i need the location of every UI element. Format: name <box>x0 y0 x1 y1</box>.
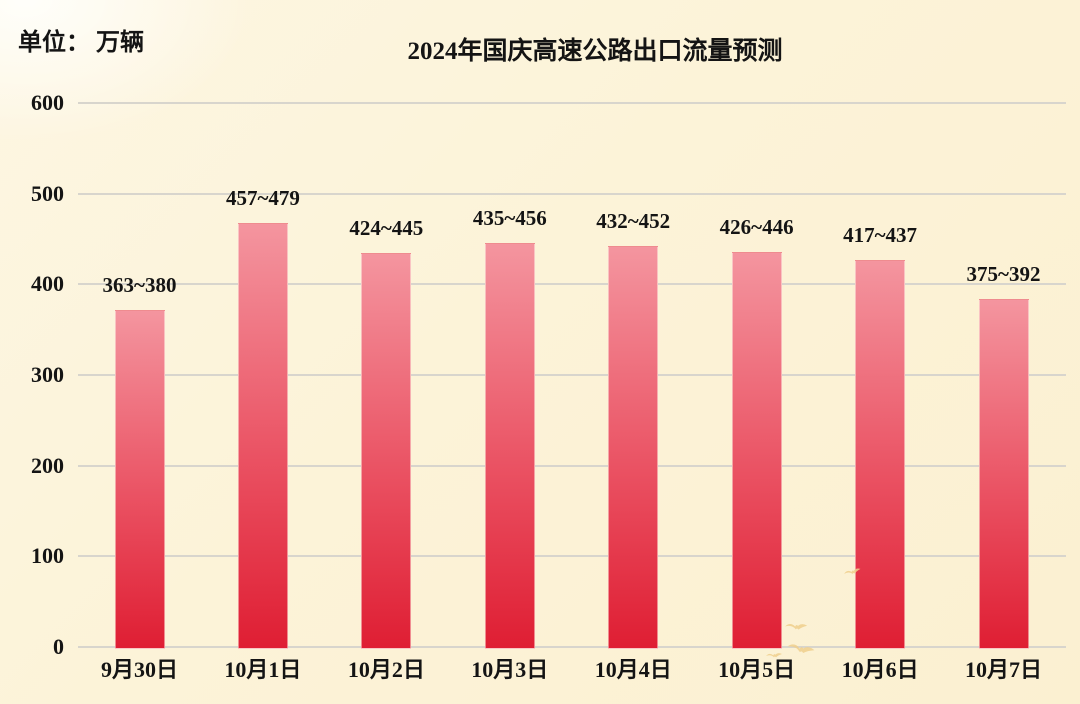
x-axis-line <box>78 646 1066 648</box>
gridline-200 <box>78 464 1066 467</box>
bar-value-label-10月4日: 432~452 <box>596 209 671 234</box>
bar-value-label-10月3日: 435~456 <box>472 206 547 231</box>
y-tick-label-300: 300 <box>31 362 64 387</box>
x-tick-label-10月2日: 10月2日 <box>347 657 425 682</box>
bar-value-label-10月6日: 417~437 <box>843 222 918 247</box>
y-tick-label-100: 100 <box>31 543 64 569</box>
chart-title: 2024年国庆高速公路出口流量预测 <box>407 38 783 65</box>
x-tick-label-10月1日: 10月1日 <box>224 657 302 682</box>
bar-value-label-10月1日: 457~479 <box>225 185 300 210</box>
gridline-500 <box>78 192 1066 195</box>
bar-10月1日 <box>237 222 288 649</box>
x-tick-label-10月6日: 10月6日 <box>841 657 919 682</box>
bar-value-label-10月2日: 424~445 <box>349 216 424 241</box>
x-tick-label-10月5日: 10月5日 <box>718 657 796 682</box>
bar-10月7日 <box>978 299 1029 649</box>
gridline-300 <box>78 374 1066 376</box>
x-tick-label-10月4日: 10月4日 <box>594 657 672 682</box>
bird-icon <box>844 568 861 574</box>
bird-icon <box>766 653 782 658</box>
bird-icon <box>785 623 808 630</box>
y-tick-label-0: 0 <box>53 634 64 659</box>
y-tick-label-200: 200 <box>31 452 64 478</box>
y-tick-label-500: 500 <box>31 180 64 206</box>
x-tick-label-9月30日: 9月30日 <box>100 657 178 682</box>
bar-10月4日 <box>608 246 659 649</box>
x-tick-label-10月3日: 10月3日 <box>471 657 549 682</box>
bar-value-label-9月30日: 363~380 <box>102 273 177 298</box>
bar-10月6日 <box>855 259 906 649</box>
y-tick-label-400: 400 <box>31 271 64 297</box>
bar-9月30日 <box>114 310 165 649</box>
bar-10月5日 <box>731 251 782 649</box>
unit-label: 单位： 万辆 <box>18 30 144 56</box>
bar-value-label-10月7日: 375~392 <box>966 262 1041 287</box>
gridline-400 <box>78 283 1066 286</box>
gridline-600 <box>78 102 1066 104</box>
y-tick-label-600: 600 <box>31 90 64 115</box>
bar-10月2日 <box>361 253 412 649</box>
gridline-100 <box>78 555 1066 558</box>
bar-10月3日 <box>484 243 535 649</box>
bar-value-label-10月5日: 426~446 <box>719 214 794 239</box>
bird-icon <box>787 644 815 654</box>
x-tick-label-10月7日: 10月7日 <box>964 657 1042 682</box>
